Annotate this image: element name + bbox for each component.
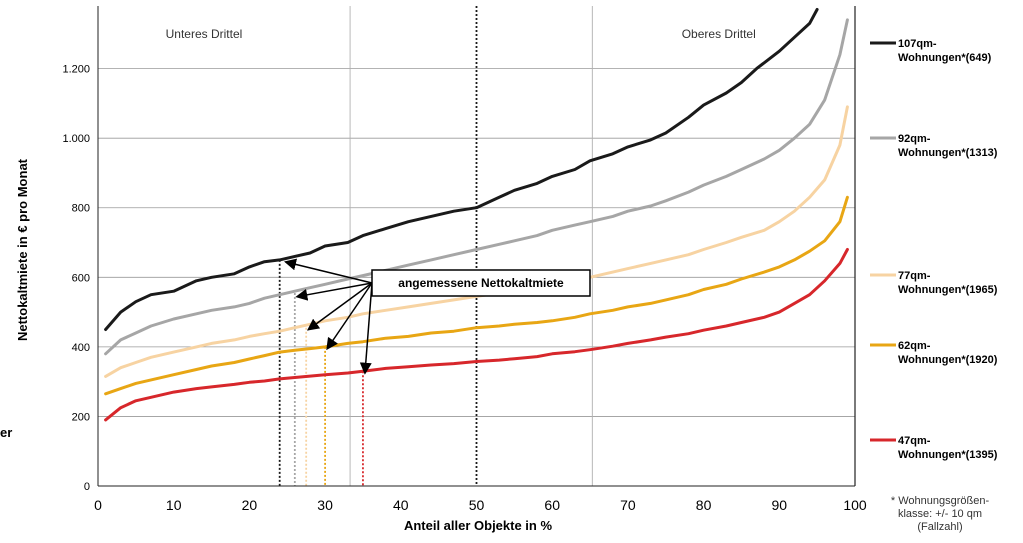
annotation-label: angemessene Nettokaltmiete [398, 276, 564, 290]
footnote-line: (Fallzahl) [917, 521, 962, 533]
x-tick-label: 20 [242, 497, 258, 513]
legend-label-line1: 77qm- [898, 270, 931, 282]
series-line [104, 195, 849, 396]
region-label: Unteres Drittel [166, 27, 243, 41]
y-tick-label: 0 [84, 481, 90, 493]
y-tick-label: 400 [72, 342, 90, 354]
axes [97, 6, 856, 487]
y-tick-label: 1.200 [62, 64, 90, 76]
x-tick-label: 60 [544, 497, 560, 513]
legend-label-line2: Wohnungen*(1313) [898, 147, 998, 159]
x-tick-label: 100 [843, 497, 867, 513]
side-label: er [0, 425, 12, 440]
x-axis-title: Anteil aller Objekte in % [404, 518, 553, 533]
x-tick-label: 90 [772, 497, 788, 513]
reference-lines [278, 6, 478, 486]
x-tick-label: 80 [696, 497, 712, 513]
annotation-box [371, 269, 591, 297]
legend-label-line2: Wohnungen*(649) [898, 52, 992, 64]
legend-label-line2: Wohnungen*(1395) [898, 449, 998, 461]
region-dividers [349, 6, 593, 486]
x-tick-label: 0 [94, 497, 102, 513]
region-label: Oberes Drittel [682, 27, 756, 41]
footnote-line: * Wohnungsgrößen- [891, 495, 990, 507]
legend-label-line1: 62qm- [898, 340, 931, 352]
y-tick-label: 600 [72, 272, 90, 284]
legend: 107qm- Wohnungen*(649) 92qm- Wohnungen*(131… [870, 38, 998, 533]
footnote-line: klasse: +/- 10 qm [898, 508, 982, 520]
legend-label-line2: Wohnungen*(1920) [898, 354, 998, 366]
legend-label-line1: 92qm- [898, 133, 931, 145]
x-tick-label: 70 [620, 497, 636, 513]
annotation-arrow [295, 282, 373, 301]
x-tick-label: 30 [317, 497, 333, 513]
annotation-arrow [359, 282, 373, 375]
y-tick-label: 1.000 [62, 133, 90, 145]
series-lines [104, 8, 849, 422]
y-tick-label: 200 [72, 411, 90, 423]
legend-label-line1: 107qm- [898, 38, 937, 50]
legend-label-line1: 47qm- [898, 435, 931, 447]
x-tick-label: 40 [393, 497, 409, 513]
y-axis-title: Nettokaltmiete in € pro Monat [15, 158, 30, 341]
annotation-arrow [326, 282, 373, 351]
annotation-arrow [306, 282, 373, 331]
annotation: angemessene Nettokaltmiete [284, 258, 591, 375]
series-line [104, 248, 849, 422]
y-tick-label: 800 [72, 203, 90, 215]
legend-label-line2: Wohnungen*(1965) [898, 284, 998, 296]
series-line [104, 18, 849, 356]
x-tick-label: 10 [166, 497, 182, 513]
series-line [104, 8, 819, 331]
x-tick-label: 50 [469, 497, 485, 513]
annotation-arrow [284, 258, 373, 284]
